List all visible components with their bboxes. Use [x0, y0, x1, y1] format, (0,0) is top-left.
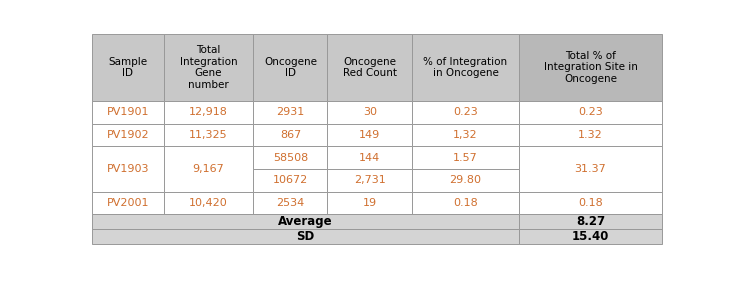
Text: Oncogene
ID: Oncogene ID	[264, 57, 317, 78]
Text: PV1902: PV1902	[107, 130, 149, 140]
Text: Average: Average	[278, 216, 333, 228]
Text: Total % of
Integration Site in
Oncogene: Total % of Integration Site in Oncogene	[544, 51, 637, 84]
Text: % of Integration
in Oncogene: % of Integration in Oncogene	[423, 57, 508, 78]
Bar	[519, 229, 662, 244]
Text: PV1903: PV1903	[107, 164, 149, 174]
Bar	[253, 192, 328, 214]
Bar	[412, 34, 519, 101]
Bar	[519, 192, 662, 214]
Text: 31.37: 31.37	[575, 164, 606, 174]
Bar	[412, 101, 519, 124]
Text: 58508: 58508	[273, 153, 308, 163]
Bar	[519, 146, 662, 192]
Text: 144: 144	[359, 153, 381, 163]
Bar	[328, 192, 412, 214]
Bar	[519, 34, 662, 101]
Bar	[163, 146, 253, 192]
Text: 11,325: 11,325	[189, 130, 228, 140]
Text: 29.80: 29.80	[450, 176, 481, 185]
Bar	[412, 124, 519, 146]
Bar	[519, 101, 662, 124]
Bar	[92, 146, 163, 192]
Text: SD: SD	[296, 230, 314, 243]
Text: 10672: 10672	[273, 176, 308, 185]
Bar	[519, 124, 662, 146]
Text: 149: 149	[359, 130, 381, 140]
Text: 15.40: 15.40	[572, 230, 609, 243]
Text: 2,731: 2,731	[354, 176, 386, 185]
Bar	[163, 192, 253, 214]
Bar	[328, 124, 412, 146]
Text: Oncogene
Red Count: Oncogene Red Count	[343, 57, 397, 78]
Text: Sample
ID: Sample ID	[108, 57, 147, 78]
Text: 10,420: 10,420	[189, 198, 228, 208]
Bar	[163, 34, 253, 101]
Text: 1.32: 1.32	[578, 130, 603, 140]
Bar	[163, 124, 253, 146]
Text: 0.23: 0.23	[453, 107, 478, 117]
Bar	[519, 214, 662, 229]
Bar	[253, 124, 328, 146]
Text: 1,32: 1,32	[453, 130, 478, 140]
Text: 12,918: 12,918	[189, 107, 228, 117]
Text: 9,167: 9,167	[193, 164, 224, 174]
Bar	[253, 34, 328, 101]
Text: 0.18: 0.18	[453, 198, 478, 208]
Text: 2534: 2534	[276, 198, 305, 208]
Text: 2931: 2931	[276, 107, 305, 117]
Bar	[412, 169, 519, 192]
Bar	[92, 124, 163, 146]
Text: 19: 19	[363, 198, 377, 208]
Bar	[92, 192, 163, 214]
Bar	[92, 214, 519, 229]
Bar	[412, 146, 519, 169]
Bar	[328, 101, 412, 124]
Text: 30: 30	[363, 107, 377, 117]
Text: 0.23: 0.23	[578, 107, 603, 117]
Bar	[92, 229, 519, 244]
Bar	[328, 34, 412, 101]
Bar	[92, 101, 163, 124]
Text: PV1901: PV1901	[107, 107, 149, 117]
Bar	[328, 146, 412, 169]
Text: 8.27: 8.27	[576, 216, 605, 228]
Bar	[163, 101, 253, 124]
Bar	[412, 192, 519, 214]
Text: PV2001: PV2001	[107, 198, 149, 208]
Text: 867: 867	[280, 130, 301, 140]
Bar	[253, 101, 328, 124]
Bar	[328, 169, 412, 192]
Text: 0.18: 0.18	[578, 198, 603, 208]
Bar	[253, 146, 328, 169]
Text: 1.57: 1.57	[453, 153, 478, 163]
Bar	[253, 169, 328, 192]
Text: Total
Integration
Gene
number: Total Integration Gene number	[180, 45, 237, 90]
Bar	[92, 34, 163, 101]
